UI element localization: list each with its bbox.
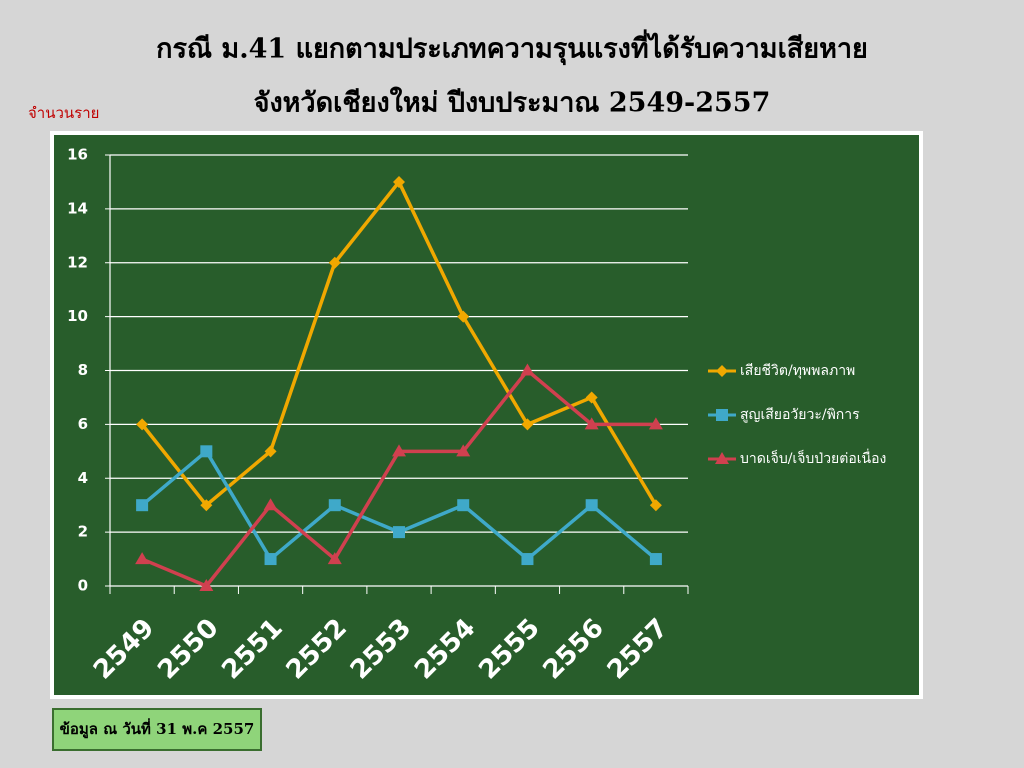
point bbox=[135, 552, 150, 565]
y-tick-label: 14 bbox=[67, 199, 88, 217]
chart-subtitle: จังหวัดเชียงใหม่ ปีงบประมาณ 2549-2557 bbox=[254, 87, 771, 119]
point bbox=[328, 499, 341, 512]
point bbox=[393, 175, 405, 188]
y-tick-label: 12 bbox=[67, 253, 88, 271]
chart-title: กรณี ม.41 แยกตามประเภทความรุนแรงที่ได้รั… bbox=[156, 29, 868, 66]
y-tick-label: 16 bbox=[67, 146, 88, 164]
point bbox=[263, 498, 278, 511]
legend-marker bbox=[715, 452, 729, 464]
point bbox=[328, 256, 341, 269]
note: ข้อมูล ณ วันที่ 31 พ.ค 2557 bbox=[60, 718, 255, 739]
point bbox=[585, 499, 598, 512]
y-tick-label: 6 bbox=[78, 415, 88, 433]
point bbox=[327, 552, 342, 565]
legend-label: เสียชีวิต/ทุพพลภาพ bbox=[740, 363, 855, 379]
point bbox=[521, 418, 534, 431]
point bbox=[264, 553, 277, 566]
point bbox=[457, 310, 470, 323]
point bbox=[199, 579, 214, 591]
y-tick-label: 4 bbox=[78, 469, 88, 487]
point bbox=[649, 553, 662, 566]
point bbox=[136, 418, 149, 431]
point bbox=[456, 444, 471, 457]
point bbox=[584, 417, 599, 430]
note-box bbox=[52, 708, 262, 751]
y-tick-label: 0 bbox=[78, 577, 88, 595]
point bbox=[585, 391, 598, 404]
legend-marker bbox=[716, 365, 728, 377]
point bbox=[136, 499, 149, 512]
point bbox=[648, 417, 663, 430]
point bbox=[264, 445, 277, 458]
chart-panel bbox=[54, 135, 919, 695]
point bbox=[200, 499, 213, 512]
point bbox=[521, 553, 534, 566]
legend-label: สูญเสียอวัยวะ/พิการ bbox=[740, 407, 860, 423]
point bbox=[393, 526, 405, 539]
y-tick-label: 8 bbox=[78, 361, 88, 379]
point bbox=[200, 445, 213, 458]
legend-label: บาดเจ็บ/เจ็บป่วยต่อเนื่อง bbox=[740, 449, 886, 467]
point bbox=[457, 499, 470, 512]
legend-marker bbox=[716, 409, 728, 421]
point bbox=[649, 499, 662, 512]
y-tick-label: 2 bbox=[78, 523, 88, 541]
point bbox=[520, 363, 535, 376]
y-tick-label: 10 bbox=[67, 307, 88, 325]
y-axis-label: จำนวนราย bbox=[28, 104, 99, 122]
point bbox=[392, 444, 406, 457]
